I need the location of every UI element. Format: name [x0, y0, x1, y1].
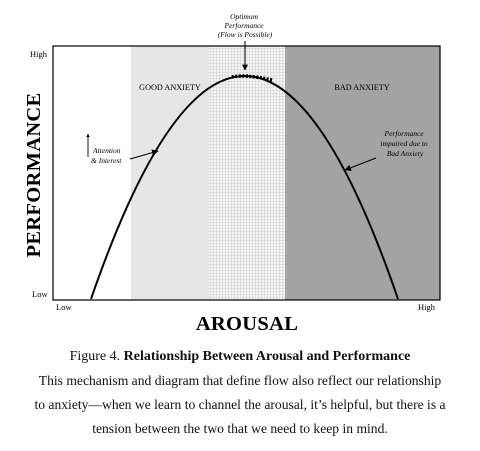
caption-body-line: This mechanism and diagram that define f…	[38, 373, 442, 388]
good-anxiety-label: GOOD ANXIETY	[139, 83, 201, 92]
y-axis-low-label: Low	[32, 289, 48, 299]
y-axis-high-label: High	[30, 49, 48, 59]
figure-caption-title: Figure 4. Relationship Between Arousal a…	[0, 349, 480, 365]
optimum-annotation-line: (Flow is Possible)	[218, 30, 273, 39]
attention-arrow	[129, 149, 159, 160]
attention-annotation-line: & Interest	[91, 156, 122, 165]
optimum-peak-marker	[231, 74, 273, 82]
caption-body-line: to anxiety—when we learn to channel the …	[34, 397, 446, 412]
impaired-annotation-line: Performance	[383, 129, 424, 138]
flow-zone	[209, 46, 285, 300]
x-axis-title: AROUSAL	[196, 313, 298, 335]
figure-number: Figure 4.	[69, 349, 121, 364]
arousal-performance-diagram: GOOD ANXIETY BAD ANXIETY Optimum Perform…	[23, 12, 441, 335]
caption-body-line: tension between the two that we need to …	[92, 421, 388, 436]
bad-anxiety-zone	[285, 46, 440, 300]
impaired-annotation-line: impaired due to	[380, 139, 427, 148]
y-axis-title: PERFORMANCE	[23, 92, 45, 257]
impaired-annotation: Performance impaired due to Bad Anxiety	[380, 129, 429, 158]
attention-annotation-line: Attention	[92, 146, 121, 155]
x-axis-low-label: Low	[56, 302, 72, 312]
optimum-annotation-line: Optimum	[230, 12, 259, 21]
impaired-arrow	[344, 157, 377, 171]
attention-annotation: Attention & Interest	[91, 146, 122, 165]
x-axis-high-label: High	[418, 302, 436, 312]
bad-anxiety-label: BAD ANXIETY	[334, 83, 389, 92]
impaired-annotation-line: Bad Anxiety	[387, 149, 424, 158]
optimum-annotation-line: Performance	[223, 21, 264, 30]
plot-frame	[52, 45, 441, 301]
figure-title: Relationship Between Arousal and Perform…	[123, 349, 411, 364]
performance-curve	[90, 75, 399, 300]
optimum-annotation: Optimum Performance (Flow is Possible)	[218, 12, 273, 39]
